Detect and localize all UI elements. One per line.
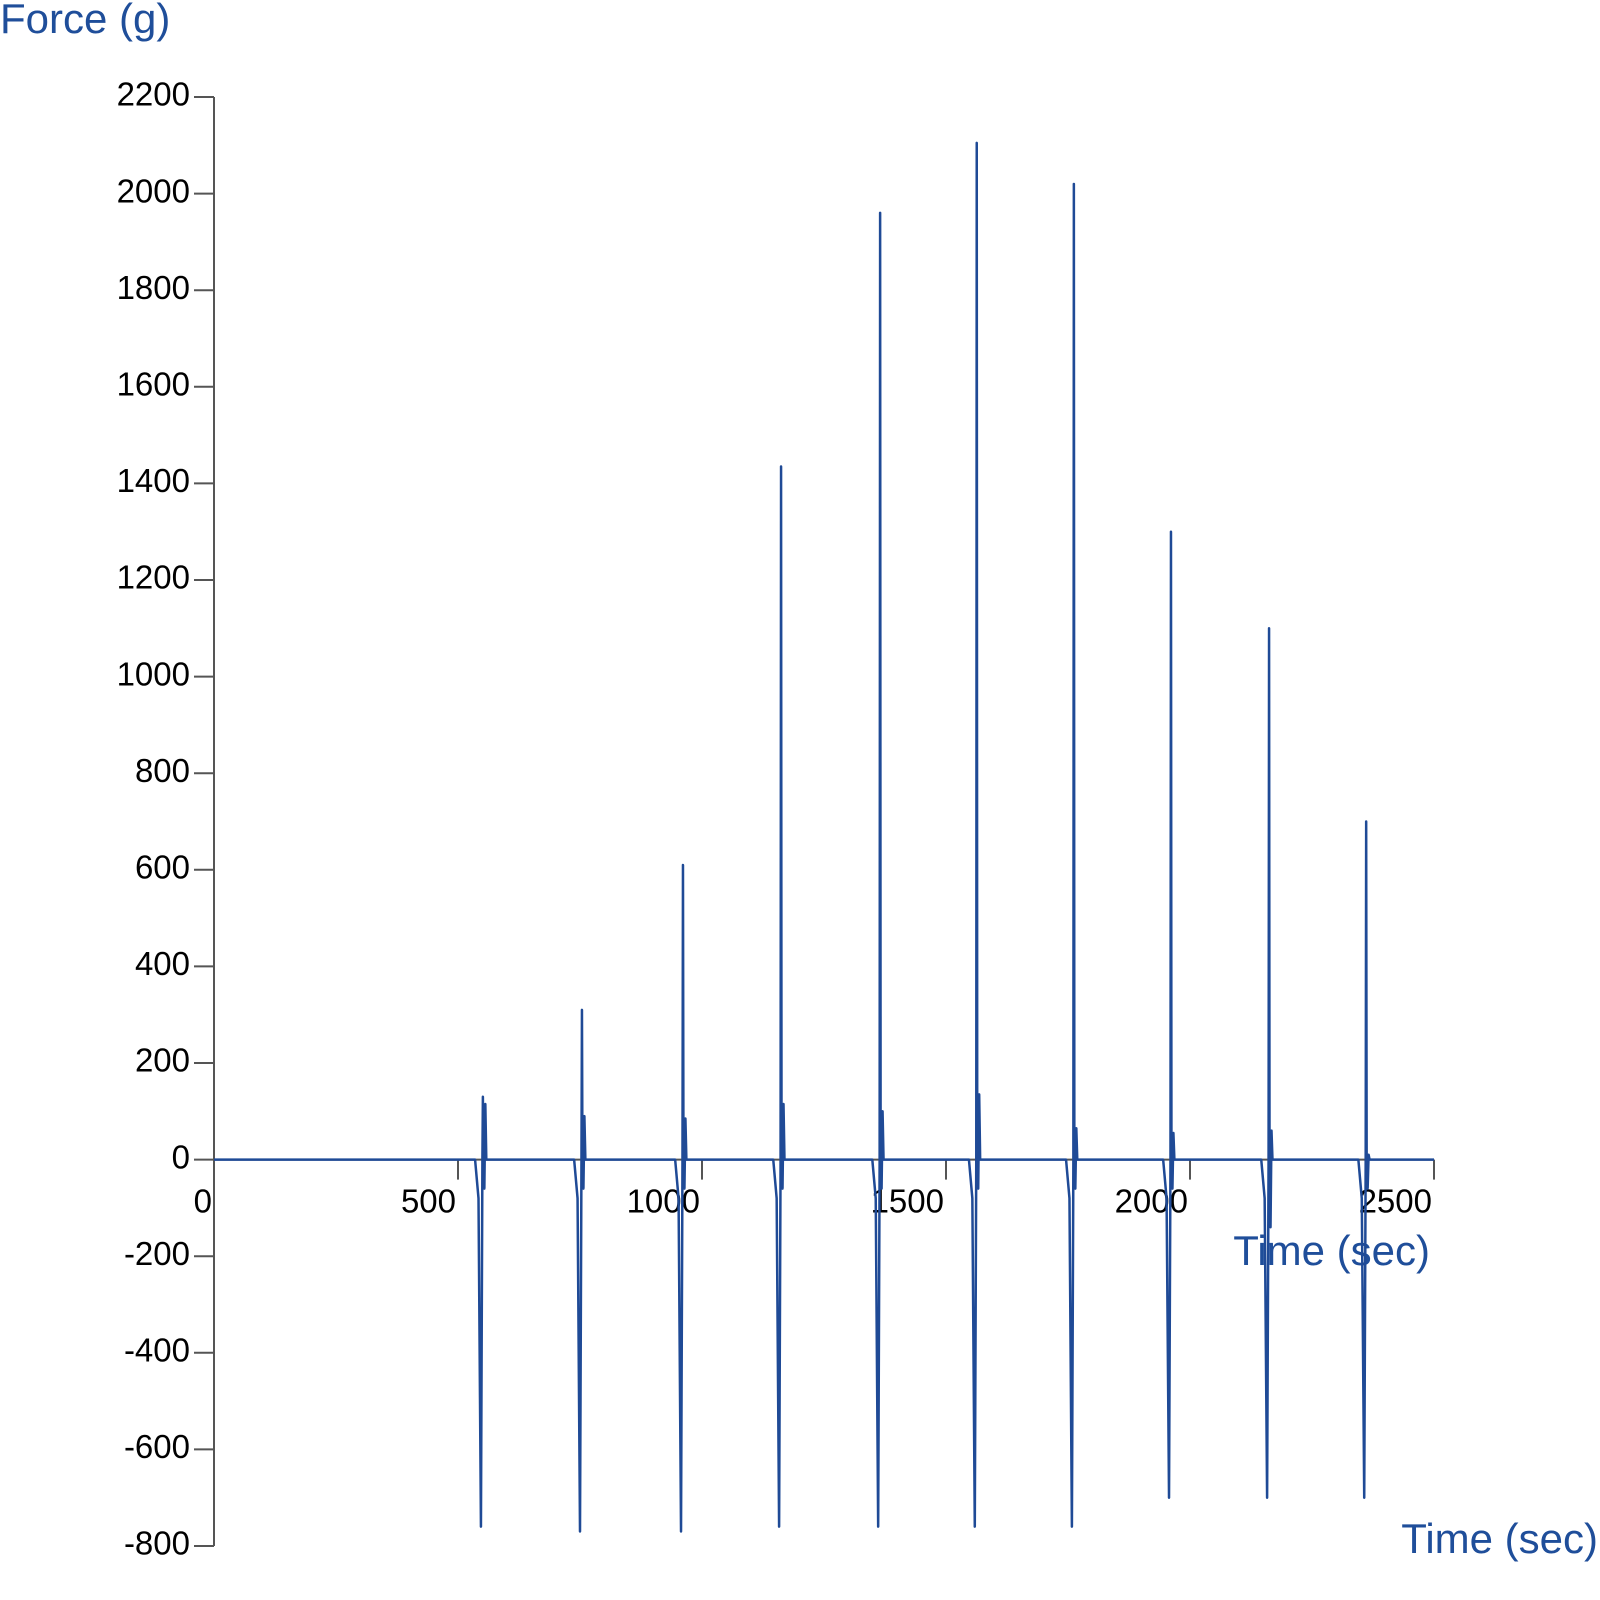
y-tick-label: 2200 (117, 76, 190, 113)
y-tick-label: 400 (135, 945, 190, 982)
force-line (214, 141, 1434, 1533)
y-tick-label: 600 (135, 849, 190, 886)
x-axis-title: Time (sec) (1233, 1227, 1430, 1274)
y-axis-title: Force (g) (0, 0, 170, 42)
x-tick-label: 2000 (1115, 1182, 1188, 1219)
y-tick-label: 2000 (117, 172, 190, 209)
y-tick-label: 200 (135, 1042, 190, 1079)
x-tick-label: 0 (194, 1182, 212, 1219)
x-tick-label: 500 (401, 1182, 456, 1219)
y-tick-label: 1800 (117, 269, 190, 306)
y-tick-label: -400 (124, 1332, 190, 1369)
y-tick-label: -800 (124, 1525, 190, 1562)
x-tick-label: 1000 (627, 1182, 700, 1219)
y-tick-label: 800 (135, 752, 190, 789)
y-tick-label: 1000 (117, 655, 190, 692)
y-tick-label: -200 (124, 1235, 190, 1272)
y-tick-label: 1200 (117, 559, 190, 596)
y-tick-label: 1600 (117, 366, 190, 403)
y-tick-label: -600 (124, 1428, 190, 1465)
x-axis-title-secondary: Time (sec) (1401, 1515, 1598, 1562)
y-tick-label: 1400 (117, 462, 190, 499)
x-tick-label: 2500 (1359, 1182, 1432, 1219)
y-tick-label: 0 (172, 1138, 190, 1175)
